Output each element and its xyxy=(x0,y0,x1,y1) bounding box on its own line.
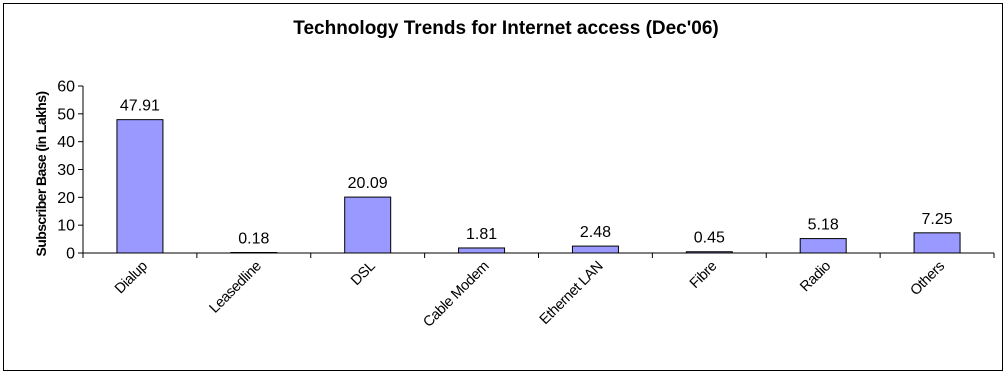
category-labels: Dialup Leasedline DSL Cable Modem Ethernet L… xyxy=(112,258,948,330)
data-label: 5.18 xyxy=(808,217,839,234)
bar-cable-modem xyxy=(458,247,506,254)
chart-title: Technology Trends for Internet access (D… xyxy=(293,18,718,39)
data-label: 7.25 xyxy=(921,211,952,228)
data-label: 1.81 xyxy=(466,226,497,243)
x-category-label: Fibre xyxy=(687,258,720,291)
x-category-label: Others xyxy=(907,258,947,298)
bar-others xyxy=(913,232,961,254)
y-tick-label: 50 xyxy=(57,106,75,123)
data-label: 20.09 xyxy=(348,175,388,192)
y-tick-label: 0 xyxy=(66,246,75,263)
bar-dsl xyxy=(344,196,392,254)
data-labels: 47.91 0.18 20.09 1.81 2.48 0.45 5.18 7.25 xyxy=(120,98,953,248)
chart-frame: Technology Trends for Internet access (D… xyxy=(3,3,1003,371)
x-category-label: Ethernet LAN xyxy=(537,259,606,328)
data-label: 0.45 xyxy=(694,230,725,247)
axes: 0 10 20 30 40 50 60 xyxy=(57,79,995,263)
y-tick-label: 20 xyxy=(57,190,75,207)
y-tick-label: 40 xyxy=(57,134,75,151)
bar-fibre xyxy=(685,251,733,254)
bar-chart: Technology Trends for Internet access (D… xyxy=(33,18,995,331)
x-category-label: Cable Modem xyxy=(420,258,492,330)
bar-leasedline xyxy=(230,251,278,254)
y-tick-label: 60 xyxy=(57,79,75,96)
data-label: 0.18 xyxy=(238,230,269,247)
data-label: 2.48 xyxy=(580,224,611,241)
data-label: 47.91 xyxy=(120,98,160,115)
x-category-label: Leasedline xyxy=(207,258,265,316)
bar-ethernet-lan xyxy=(571,245,619,254)
y-tick-label: 30 xyxy=(57,162,75,179)
y-axis-title: Subscriber Base (in Lakhs) xyxy=(33,92,49,257)
x-category-label: Radio xyxy=(797,258,834,295)
x-category-label: Dialup xyxy=(112,258,151,297)
bar-dialup xyxy=(116,119,164,254)
bar-radio xyxy=(799,238,847,254)
y-tick-label: 10 xyxy=(57,218,75,235)
bars xyxy=(116,119,961,254)
x-category-label: DSL xyxy=(348,258,379,289)
